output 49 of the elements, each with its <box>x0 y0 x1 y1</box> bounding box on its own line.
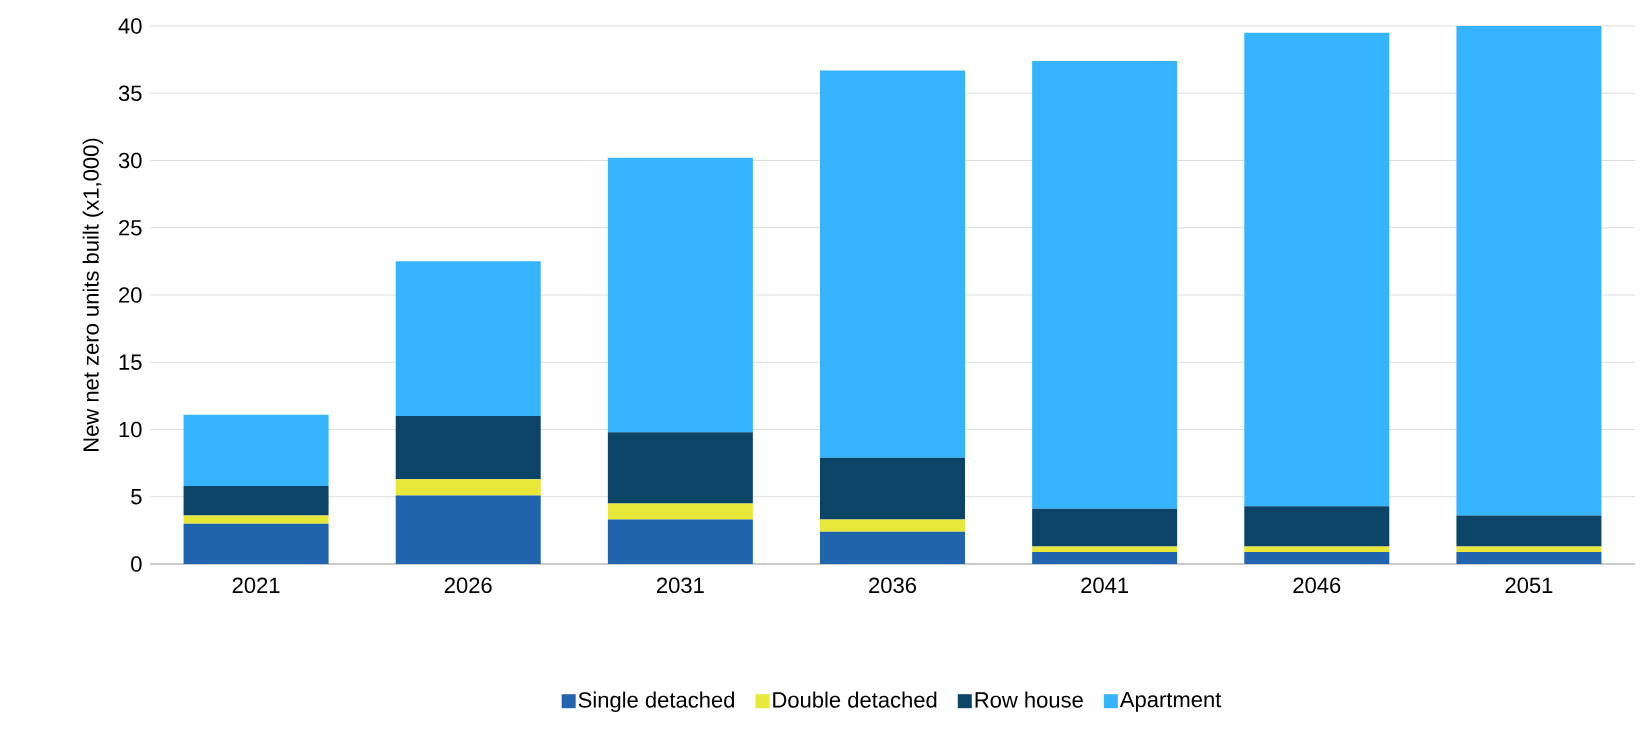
bar <box>820 70 965 458</box>
bar <box>607 503 753 520</box>
x-tick-label: 2026 <box>444 577 492 594</box>
bar <box>395 479 541 496</box>
bar <box>607 519 753 564</box>
y-tick-label: 0 <box>131 556 142 572</box>
y-tick-label: 15 <box>119 354 142 370</box>
y-axis-title: New net zero units built (x1,000) <box>82 138 104 451</box>
y-tick-label: 5 <box>131 489 142 505</box>
bar <box>1032 546 1178 552</box>
legend-label: Single detached <box>578 691 734 713</box>
x-tick-label: 2051 <box>1505 577 1553 594</box>
bar <box>1244 32 1390 507</box>
y-tick-label: 30 <box>118 152 142 169</box>
bar <box>820 457 965 520</box>
bar <box>607 157 753 433</box>
legend-label: Apartment <box>1119 691 1222 712</box>
bar <box>1456 515 1602 547</box>
bar <box>1032 508 1178 547</box>
y-tick-label: 25 <box>119 219 142 236</box>
y-tick-label: 35 <box>118 85 142 102</box>
bar <box>395 495 541 564</box>
bar <box>183 414 329 486</box>
bar <box>1032 60 1178 509</box>
bar <box>395 416 541 480</box>
bar <box>1456 546 1602 552</box>
x-tick-label: 2021 <box>232 577 280 594</box>
bar <box>183 485 329 516</box>
bar <box>395 261 541 417</box>
x-tick-label: 2031 <box>657 577 704 594</box>
y-tick-label: 20 <box>119 287 142 303</box>
bar <box>1244 506 1390 547</box>
x-tick-label: 2041 <box>1081 577 1129 594</box>
bar <box>1456 551 1602 564</box>
bar <box>183 523 329 564</box>
x-tick-label: 2046 <box>1293 577 1341 594</box>
bar <box>607 432 753 504</box>
legend-label: Row house <box>975 691 1083 708</box>
y-tick-label: 10 <box>119 421 142 438</box>
legend-label: Double detached <box>773 691 937 708</box>
bar <box>820 531 965 564</box>
y-tick-label: 40 <box>118 18 142 34</box>
bar <box>183 515 329 524</box>
x-tick-label: 2036 <box>869 577 916 594</box>
bar <box>1244 546 1390 552</box>
bar <box>820 519 965 532</box>
bar <box>1032 551 1178 564</box>
bar <box>1244 551 1390 564</box>
bar <box>1456 26 1602 516</box>
